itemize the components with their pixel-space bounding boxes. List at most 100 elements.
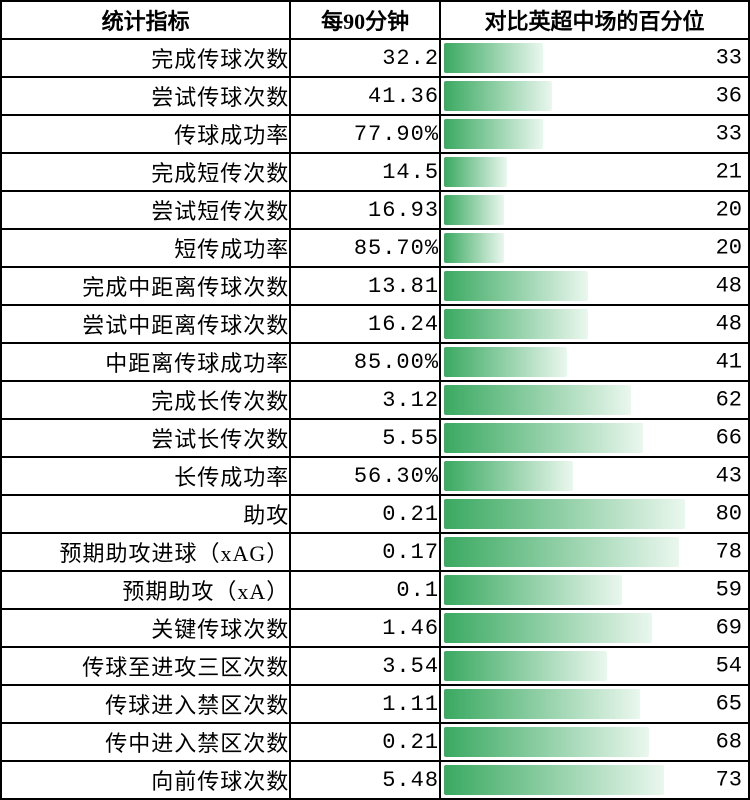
per90-cell: 77.90% <box>290 115 440 153</box>
table-row: 尝试传球次数41.36 36 <box>1 77 749 115</box>
per90-cell: 41.36 <box>290 77 440 115</box>
percentile-cell: 68 <box>440 723 749 761</box>
percentile-value: 43 <box>716 464 742 489</box>
per90-cell: 3.54 <box>290 647 440 685</box>
percentile-value: 54 <box>716 654 742 679</box>
percentile-cell: 66 <box>440 419 749 457</box>
per90-cell: 1.11 <box>290 685 440 723</box>
per90-cell: 1.46 <box>290 609 440 647</box>
percentile-cell: 48 <box>440 305 749 343</box>
percentile-value: 48 <box>716 274 742 299</box>
table-row: 关键传球次数1.4669 <box>1 609 749 647</box>
metric-cell: 传球进入禁区次数 <box>1 685 290 723</box>
percentile-bar <box>444 423 643 453</box>
per90-cell: 16.93 <box>290 191 440 229</box>
percentile-bar <box>444 347 567 377</box>
header-row: 统计指标 每90分钟 对比英超中场的百分位 <box>1 1 749 39</box>
metric-cell: 助攻 <box>1 495 290 533</box>
table-row: 传球进入禁区次数1.11 65 <box>1 685 749 723</box>
table-row: 传球成功率77.90% 33 <box>1 115 749 153</box>
per90-cell: 32.2 <box>290 39 440 77</box>
percentile-cell: 59 <box>440 571 749 609</box>
percentile-bar <box>444 309 588 339</box>
percentile-bar <box>444 385 631 415</box>
header-metric: 统计指标 <box>1 1 290 39</box>
percentile-value: 48 <box>716 312 742 337</box>
table-row: 完成长传次数3.12 62 <box>1 381 749 419</box>
percentile-bar <box>444 157 507 187</box>
metric-cell: 完成长传次数 <box>1 381 290 419</box>
per90-cell: 56.30% <box>290 457 440 495</box>
table-row: 完成中距离传球次数13.8148 <box>1 267 749 305</box>
metric-cell: 尝试传球次数 <box>1 77 290 115</box>
per90-cell: 16.24 <box>290 305 440 343</box>
per90-cell: 0.21 <box>290 723 440 761</box>
percentile-value: 33 <box>716 122 742 147</box>
table-row: 中距离传球成功率85.00%41 <box>1 343 749 381</box>
percentile-value: 59 <box>716 578 742 603</box>
percentile-value: 69 <box>716 616 742 641</box>
table-row: 助攻0.21 80 <box>1 495 749 533</box>
percentile-value: 20 <box>716 198 742 223</box>
metric-cell: 传球成功率 <box>1 115 290 153</box>
metric-cell: 完成短传次数 <box>1 153 290 191</box>
table-row: 预期助攻（xA）0.1 59 <box>1 571 749 609</box>
percentile-bar <box>444 613 652 643</box>
table-row: 尝试短传次数16.93 20 <box>1 191 749 229</box>
percentile-value: 33 <box>716 46 742 71</box>
metric-cell: 短传成功率 <box>1 229 290 267</box>
metric-cell: 向前传球次数 <box>1 761 290 799</box>
percentile-cell: 43 <box>440 457 749 495</box>
percentile-bar <box>444 651 607 681</box>
per90-cell: 5.48 <box>290 761 440 799</box>
percentile-value: 78 <box>716 540 742 565</box>
percentile-value: 65 <box>716 692 742 717</box>
metric-cell: 尝试短传次数 <box>1 191 290 229</box>
percentile-bar <box>444 727 649 757</box>
percentile-bar <box>444 689 640 719</box>
table-row: 短传成功率85.70% 20 <box>1 229 749 267</box>
table-row: 尝试中距离传球次数16.24 48 <box>1 305 749 343</box>
per90-cell: 0.21 <box>290 495 440 533</box>
percentile-cell: 20 <box>440 229 749 267</box>
percentile-cell: 73 <box>440 761 749 799</box>
percentile-cell: 80 <box>440 495 749 533</box>
percentile-bar <box>444 575 622 605</box>
per90-cell: 14.5 <box>290 153 440 191</box>
per90-cell: 85.70% <box>290 229 440 267</box>
metric-cell: 预期助攻（xA） <box>1 571 290 609</box>
percentile-bar <box>444 119 543 149</box>
percentile-value: 20 <box>716 236 742 261</box>
percentile-bar <box>444 233 504 263</box>
table-row: 尝试长传次数5.5566 <box>1 419 749 457</box>
stats-table: 统计指标 每90分钟 对比英超中场的百分位 完成传球次数32.2 33 尝试传球次数… <box>0 0 750 800</box>
percentile-cell: 62 <box>440 381 749 419</box>
metric-cell: 尝试中距离传球次数 <box>1 305 290 343</box>
table-row: 预期助攻进球（xAG）0.1778 <box>1 533 749 571</box>
per90-cell: 0.1 <box>290 571 440 609</box>
percentile-bar <box>444 499 685 529</box>
percentile-cell: 21 <box>440 153 749 191</box>
percentile-cell: 69 <box>440 609 749 647</box>
metric-cell: 预期助攻进球（xAG） <box>1 533 290 571</box>
percentile-cell: 78 <box>440 533 749 571</box>
percentile-value: 80 <box>716 502 742 527</box>
metric-cell: 长传成功率 <box>1 457 290 495</box>
metric-cell: 完成传球次数 <box>1 39 290 77</box>
percentile-value: 36 <box>716 84 742 109</box>
percentile-cell: 36 <box>440 77 749 115</box>
table-row: 长传成功率56.30% 43 <box>1 457 749 495</box>
percentile-value: 66 <box>716 426 742 451</box>
percentile-bar <box>444 765 664 795</box>
table-row: 传中进入禁区次数0.2168 <box>1 723 749 761</box>
per90-cell: 3.12 <box>290 381 440 419</box>
percentile-value: 62 <box>716 388 742 413</box>
per90-cell: 85.00% <box>290 343 440 381</box>
header-per90: 每90分钟 <box>290 1 440 39</box>
metric-cell: 尝试长传次数 <box>1 419 290 457</box>
percentile-cell: 33 <box>440 115 749 153</box>
percentile-value: 68 <box>716 730 742 755</box>
percentile-bar <box>444 461 573 491</box>
metric-cell: 完成中距离传球次数 <box>1 267 290 305</box>
percentile-value: 41 <box>716 350 742 375</box>
